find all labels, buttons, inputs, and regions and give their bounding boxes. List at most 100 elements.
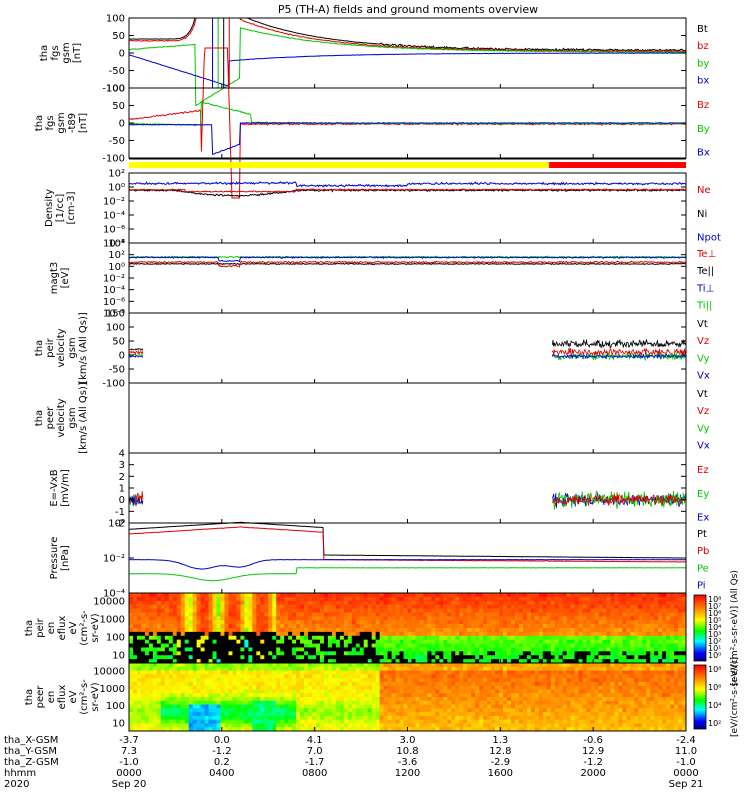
y-axis-label-line: [km/s (All Qs)]: [78, 382, 89, 454]
trace-Bx: [129, 121, 686, 156]
x-tick-label-z: -1.2: [583, 757, 603, 768]
colorbar-label: [eV/(cm²-s-sr-eV)] (All Qs): [730, 570, 740, 686]
y-tick-label: 10⁻⁸: [103, 239, 125, 250]
x-tick-label-hhmm: 0000: [673, 768, 698, 779]
y-tick-label: 0: [119, 495, 125, 506]
x-tick-label-date: Sep 21: [669, 779, 704, 790]
legend-entry: Bz: [697, 100, 709, 111]
x-tick-label-hhmm: 0400: [209, 768, 234, 779]
y-axis-label-line: peir: [35, 617, 46, 637]
colorbar-tick-label: 10²: [708, 719, 721, 728]
x-tick-label-z: -1.7: [305, 757, 325, 768]
y-tick-label: 10⁻⁶: [103, 297, 125, 308]
trace-Te-par: [129, 262, 686, 266]
panel-peir-velocity: 150 100 50 0 -50 -100 tha peir velocity gsm [km/s …: [34, 309, 710, 390]
x-tick-label-x: 3.0: [400, 735, 416, 746]
y-axis-label-line: E=-VxB: [49, 469, 60, 506]
panel-frame: [128, 522, 687, 594]
trace-Vx: [551, 353, 686, 360]
x-tick-label-z: -1.0: [676, 757, 696, 768]
y-axis-label-line: tha: [34, 340, 45, 356]
trace-Vt-start: [129, 348, 144, 351]
panel-peer-velocity: tha peer velocity gsm [km/s (All Qs)] Vt Vz Vy V…: [34, 382, 710, 454]
trace-Bt: [129, 18, 686, 52]
x-tick-label-y: -1.2: [212, 746, 232, 757]
mode-bar-fast: [549, 162, 686, 168]
trace-Ey-start: [129, 494, 144, 506]
y-axis-label-line: [km/s (All Qs)]: [78, 312, 89, 384]
colorbar-tick-label: 10²: [708, 637, 721, 646]
y-tick-label: 100: [106, 323, 125, 334]
y-tick-label: 0: [119, 351, 125, 362]
y-tick-label: 3: [119, 460, 125, 471]
trace-Te-perp: [129, 260, 686, 268]
colorbar-tick-label: 10⁷: [708, 602, 721, 611]
colorbar-tick-label: 10⁵: [708, 616, 721, 625]
mode-bar-slow: [129, 162, 549, 168]
y-axis-label-line: [1/cc]: [55, 194, 66, 223]
y-axis-label-line: -t89: [67, 113, 78, 133]
y-tick-label: 1: [119, 484, 125, 495]
colorbar-tick-label: 10⁸: [708, 665, 721, 674]
y-axis-label-line: tha: [39, 45, 50, 61]
x-tick-label-x: 1.3: [492, 735, 508, 746]
panel-frame: [128, 312, 687, 384]
y-tick-label: 10000: [93, 597, 125, 608]
colorbar: [693, 664, 707, 730]
y-tick-label: -1: [115, 507, 125, 518]
x-tick-label-x: 4.1: [307, 735, 323, 746]
x-tick-label-x: 0.0: [214, 735, 230, 746]
x-tick-label-hhmm: 0800: [302, 768, 327, 779]
y-axis-label-line: tha: [34, 115, 45, 131]
legend-entry: Ti⊥: [696, 283, 714, 294]
y-tick-label: 10000: [93, 667, 125, 678]
panel-frame: [128, 452, 687, 524]
y-axis-label-line: gsm: [56, 112, 67, 133]
trace-Vz: [551, 347, 686, 359]
y-tick-label: 10²: [108, 250, 125, 261]
y-tick-label: 50: [112, 31, 125, 42]
legend-entry: bz: [697, 41, 709, 52]
x-tick-label-hhmm: 1200: [395, 768, 420, 779]
colorbar-tick-label: 10⁴: [708, 701, 721, 710]
trace-Ti-perp: [129, 255, 686, 262]
panel-frame: [128, 382, 687, 454]
legend-entry: Npot: [697, 233, 721, 244]
y-axis-label-line: [eV]: [60, 268, 71, 289]
colorbar-tick-label: 10⁶: [708, 683, 721, 692]
x-tick-label-x: -3.7: [119, 735, 139, 746]
x-tick-label-z: -2.9: [491, 757, 511, 768]
trace-bz: [129, 18, 686, 53]
legend-entry: Pi: [697, 581, 706, 592]
legend-entry: Vx: [697, 441, 710, 452]
trace-Pt: [129, 521, 686, 559]
y-tick-label: 1000: [100, 684, 125, 695]
y-axis-label-line: Density: [44, 189, 55, 227]
y-axis-label-line: peir: [45, 337, 56, 357]
y-tick-label: 10⁻²: [103, 274, 125, 285]
y-tick-label: 10⁻²: [103, 554, 125, 565]
y-tick-label: 50: [112, 101, 125, 112]
y-tick-label: 50: [112, 337, 125, 348]
legend-entry: Pt: [697, 529, 707, 540]
y-axis-label-line: en: [46, 691, 57, 704]
y-tick-label: -50: [109, 365, 125, 376]
y-axis-label-line: [nT]: [78, 113, 89, 133]
y-tick-label: 4: [119, 449, 125, 460]
legend-entry: bx: [697, 76, 709, 87]
x-tick-label-z: 0.2: [214, 757, 230, 768]
y-tick-label: -50: [109, 66, 125, 77]
x-row-label: 2020: [4, 779, 29, 790]
y-tick-label: 100: [106, 84, 125, 95]
trace-bx: [129, 52, 686, 87]
x-tick-label-y: 10.8: [396, 746, 418, 757]
legend-entry: Pb: [697, 546, 709, 557]
trace-Npot: [129, 180, 686, 188]
y-axis-label-line: fgs: [45, 115, 56, 130]
figure-title: P5 (TH-A) fields and ground moments over…: [278, 3, 538, 16]
y-tick-label: 10⁰: [108, 262, 125, 273]
y-axis-label-line: tha: [24, 620, 35, 636]
y-axis-label-line: velocity: [56, 328, 67, 367]
